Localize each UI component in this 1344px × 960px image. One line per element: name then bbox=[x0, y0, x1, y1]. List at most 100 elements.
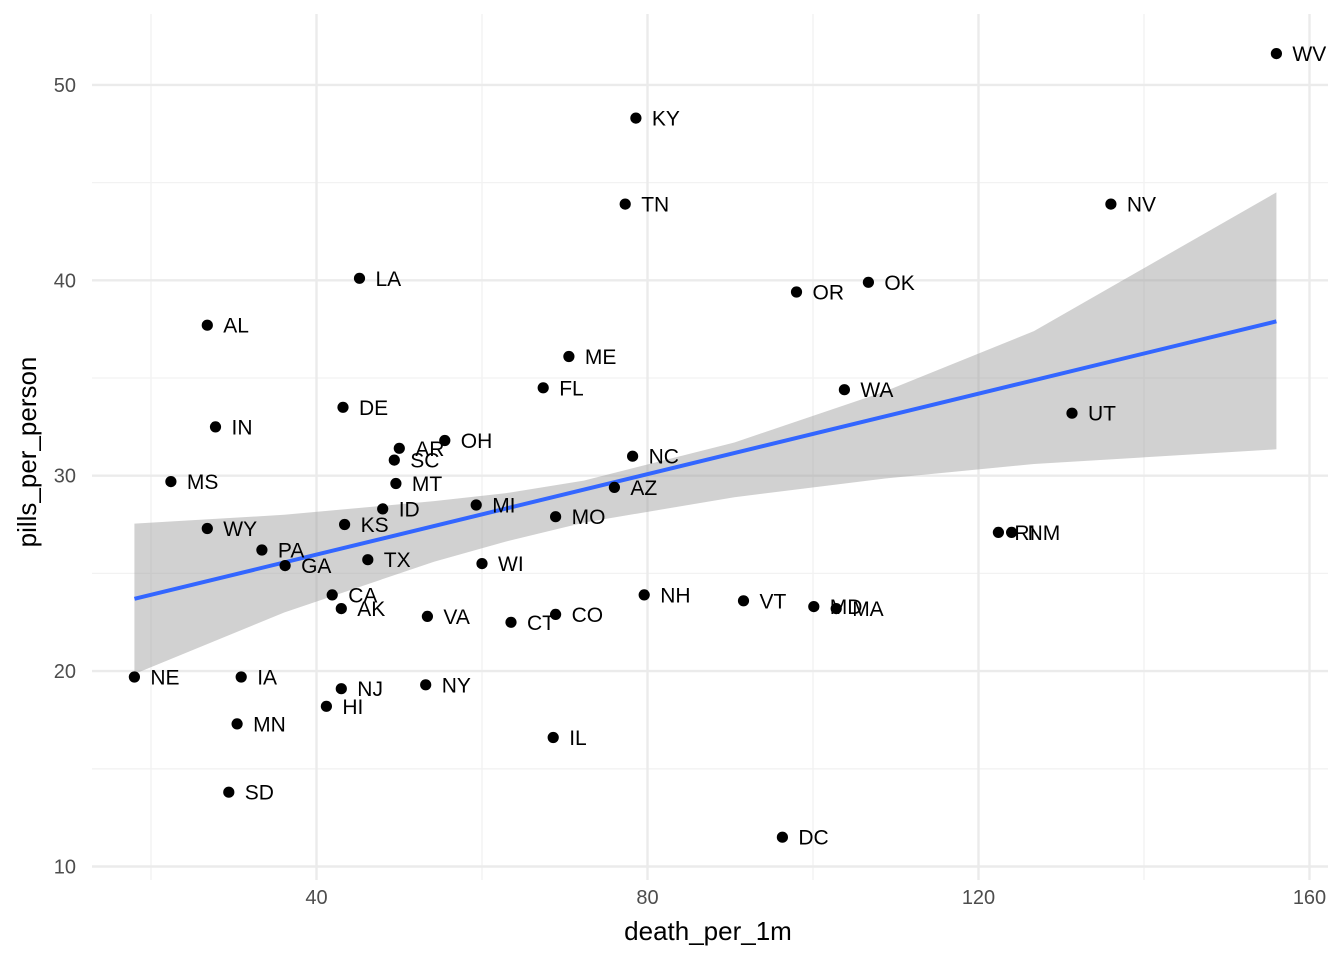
point-label-ia: IA bbox=[257, 667, 277, 690]
point-label-mo: MO bbox=[572, 506, 606, 529]
point-label-ut: UT bbox=[1088, 403, 1116, 426]
point-label-me: ME bbox=[585, 346, 617, 369]
point-label-de: DE bbox=[359, 397, 388, 420]
point-label-ca: CA bbox=[348, 584, 377, 607]
data-point-or bbox=[790, 286, 803, 298]
data-point-la bbox=[353, 272, 366, 284]
data-point-ms bbox=[165, 476, 177, 488]
data-point-al bbox=[201, 319, 213, 331]
data-point-ok bbox=[862, 276, 875, 288]
data-point-md bbox=[808, 601, 820, 613]
data-point-ne bbox=[128, 671, 140, 683]
point-label-co: CO bbox=[572, 604, 604, 627]
y-axis-title: pills_per_person bbox=[12, 357, 42, 548]
data-point-mo bbox=[550, 511, 562, 523]
data-point-ny bbox=[420, 679, 432, 691]
data-point-oh bbox=[439, 434, 451, 447]
point-label-mn: MN bbox=[253, 713, 286, 736]
point-label-dc: DC bbox=[798, 827, 828, 850]
point-label-mi: MI bbox=[492, 495, 515, 518]
y-tick-label: 30 bbox=[54, 466, 76, 488]
confidence-band-layer bbox=[134, 192, 1277, 674]
point-label-fl: FL bbox=[559, 377, 584, 400]
point-label-il: IL bbox=[569, 727, 587, 750]
x-tick-label: 40 bbox=[305, 887, 327, 909]
data-point-ri bbox=[992, 526, 1005, 539]
point-label-id: ID bbox=[399, 498, 420, 521]
point-label-wv: WV bbox=[1292, 43, 1326, 66]
data-point-wa bbox=[838, 384, 851, 396]
data-point-co bbox=[550, 608, 562, 621]
fit-line bbox=[133, 319, 1277, 601]
data-point-nv bbox=[1105, 198, 1117, 210]
point-label-la: LA bbox=[376, 268, 402, 291]
data-point-ak bbox=[335, 603, 347, 615]
data-point-hi bbox=[320, 700, 332, 712]
point-label-al: AL bbox=[223, 315, 249, 338]
point-label-sd: SD bbox=[245, 782, 274, 805]
data-point-me bbox=[563, 350, 575, 363]
point-label-md: MD bbox=[830, 596, 863, 619]
point-label-ar: AR bbox=[415, 438, 444, 461]
x-tick-label: 120 bbox=[962, 887, 995, 909]
data-point-nc bbox=[627, 450, 639, 462]
point-label-nv: NV bbox=[1127, 194, 1156, 217]
point-label-ma: MA bbox=[852, 598, 884, 621]
data-point-nh bbox=[638, 589, 650, 601]
data-point-wi bbox=[476, 558, 488, 570]
point-label-ks: KS bbox=[361, 514, 389, 537]
data-point-sc bbox=[388, 454, 400, 466]
point-label-ri: RI bbox=[1014, 522, 1035, 545]
point-label-nj: NJ bbox=[357, 678, 383, 701]
data-point-az bbox=[608, 481, 621, 493]
data-point-vt bbox=[737, 595, 750, 607]
data-point-wy bbox=[201, 522, 213, 535]
minor-gridlines bbox=[92, 14, 1328, 880]
x-axis-ticks: 40 80 120 160 bbox=[305, 887, 1326, 909]
data-point-ca bbox=[326, 589, 338, 601]
data-point-fl bbox=[537, 382, 549, 394]
point-label-ak: AK bbox=[357, 598, 385, 621]
point-label-pa: PA bbox=[278, 540, 304, 563]
point-label-ne: NE bbox=[150, 667, 179, 690]
data-point-mi bbox=[470, 499, 482, 511]
data-point-nm bbox=[1006, 526, 1018, 539]
point-label-ga: GA bbox=[301, 555, 331, 578]
point-label-ms: MS bbox=[187, 471, 219, 494]
point-label-nc: NC bbox=[649, 446, 679, 469]
x-tick-label: 160 bbox=[1293, 887, 1326, 909]
data-point-in bbox=[209, 421, 222, 433]
data-point-ma bbox=[830, 603, 842, 615]
point-label-nm: NM bbox=[1028, 522, 1061, 545]
point-label-va: VA bbox=[443, 606, 469, 629]
data-point-ga bbox=[279, 560, 291, 572]
point-label-hi: HI bbox=[342, 696, 363, 719]
data-point-pa bbox=[256, 544, 268, 556]
y-tick-label: 10 bbox=[54, 857, 76, 879]
fit-line-layer bbox=[133, 319, 1277, 601]
data-point-sd bbox=[223, 786, 235, 798]
data-point-wv bbox=[1270, 48, 1282, 60]
point-label-oh: OH bbox=[461, 430, 493, 453]
data-point-dc bbox=[776, 831, 789, 843]
data-point-ct bbox=[505, 616, 517, 628]
point-label-tx: TX bbox=[384, 549, 411, 572]
data-point-id bbox=[377, 503, 389, 515]
y-tick-label: 20 bbox=[54, 661, 76, 683]
data-point-ut bbox=[1066, 407, 1078, 419]
data-point-va bbox=[421, 610, 433, 623]
point-label-sc: SC bbox=[410, 450, 439, 473]
point-label-ny: NY bbox=[442, 674, 471, 697]
data-point-tx bbox=[362, 554, 374, 566]
x-axis-title: death_per_1m bbox=[624, 916, 792, 946]
points-layer bbox=[128, 48, 1282, 843]
data-point-ar bbox=[393, 442, 405, 454]
confidence-band bbox=[134, 192, 1277, 674]
data-point-mn bbox=[231, 718, 243, 730]
point-label-mt: MT bbox=[412, 473, 442, 496]
major-gridlines bbox=[92, 14, 1328, 880]
point-label-wa: WA bbox=[860, 379, 893, 402]
point-label-in: IN bbox=[232, 416, 253, 439]
point-label-ky: KY bbox=[652, 108, 680, 131]
